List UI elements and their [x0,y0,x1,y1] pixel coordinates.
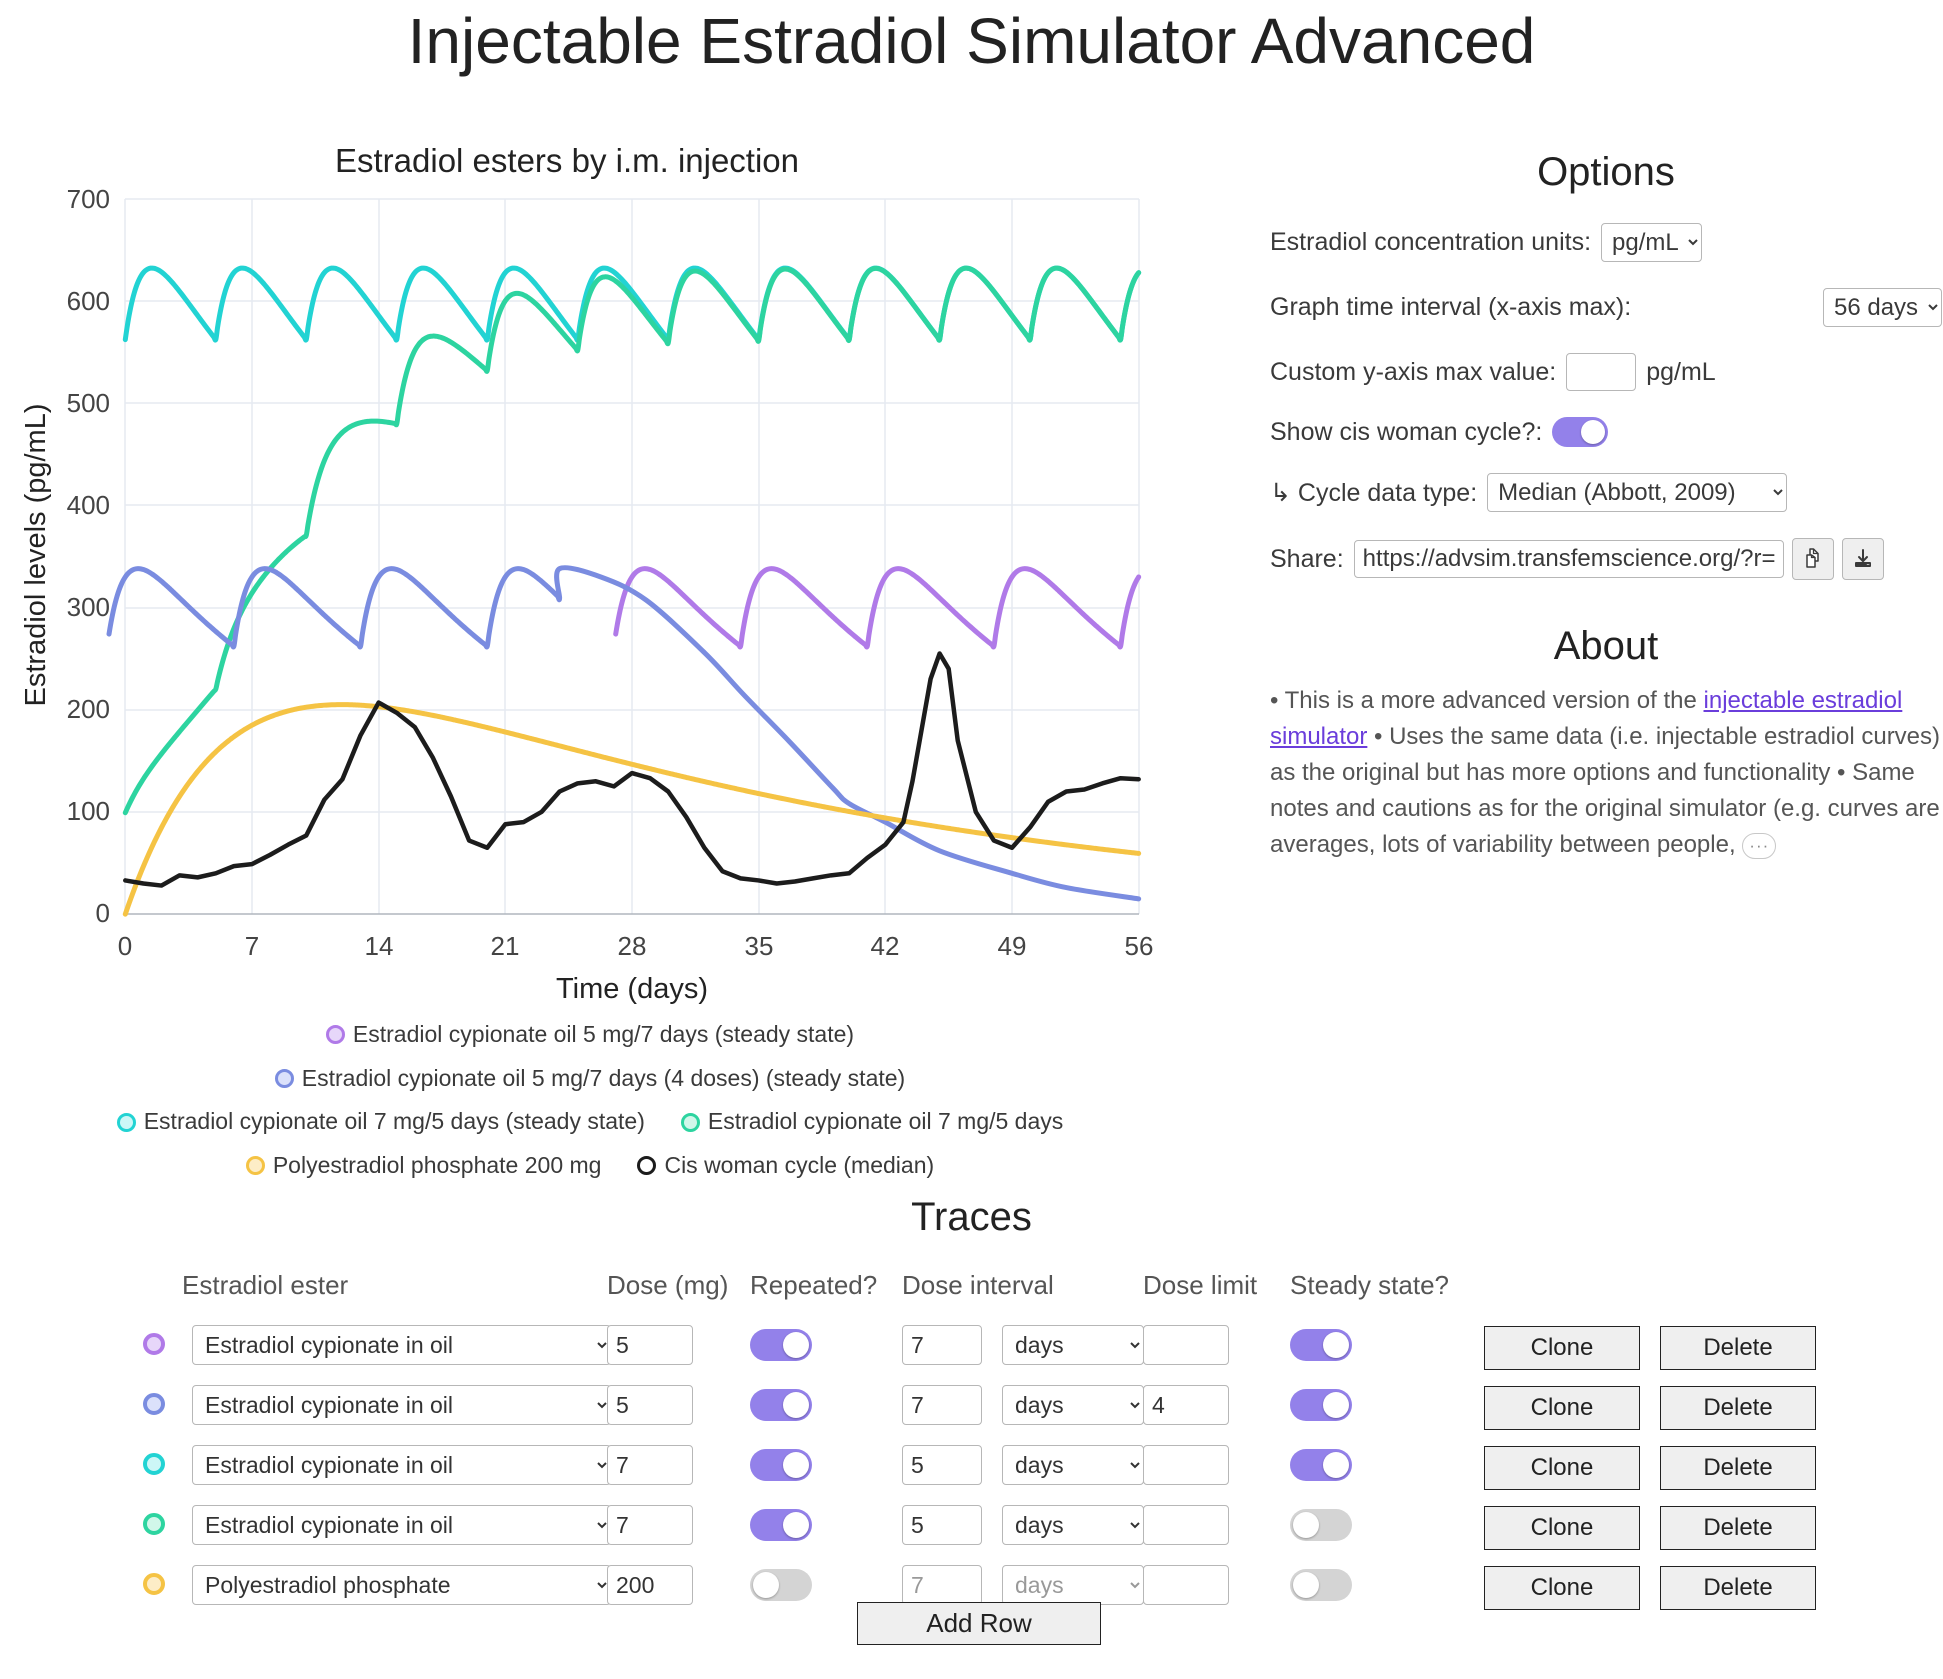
svg-text:Estradiol levels (pg/mL): Estradiol levels (pg/mL) [20,404,52,707]
svg-text:35: 35 [745,931,774,961]
svg-text:Time (days): Time (days) [556,973,708,1005]
svg-text:300: 300 [67,592,110,622]
svg-text:7: 7 [245,931,259,961]
svg-text:14: 14 [365,931,394,961]
svg-text:600: 600 [67,286,110,316]
svg-text:56: 56 [1125,931,1154,961]
svg-text:100: 100 [67,796,110,826]
svg-text:700: 700 [67,184,110,214]
svg-text:28: 28 [618,931,647,961]
svg-text:200: 200 [67,694,110,724]
svg-text:49: 49 [998,931,1027,961]
svg-text:42: 42 [871,931,900,961]
svg-text:0: 0 [118,931,132,961]
svg-text:21: 21 [491,931,520,961]
svg-text:0: 0 [96,898,110,928]
svg-text:500: 500 [67,388,110,418]
svg-text:400: 400 [67,490,110,520]
